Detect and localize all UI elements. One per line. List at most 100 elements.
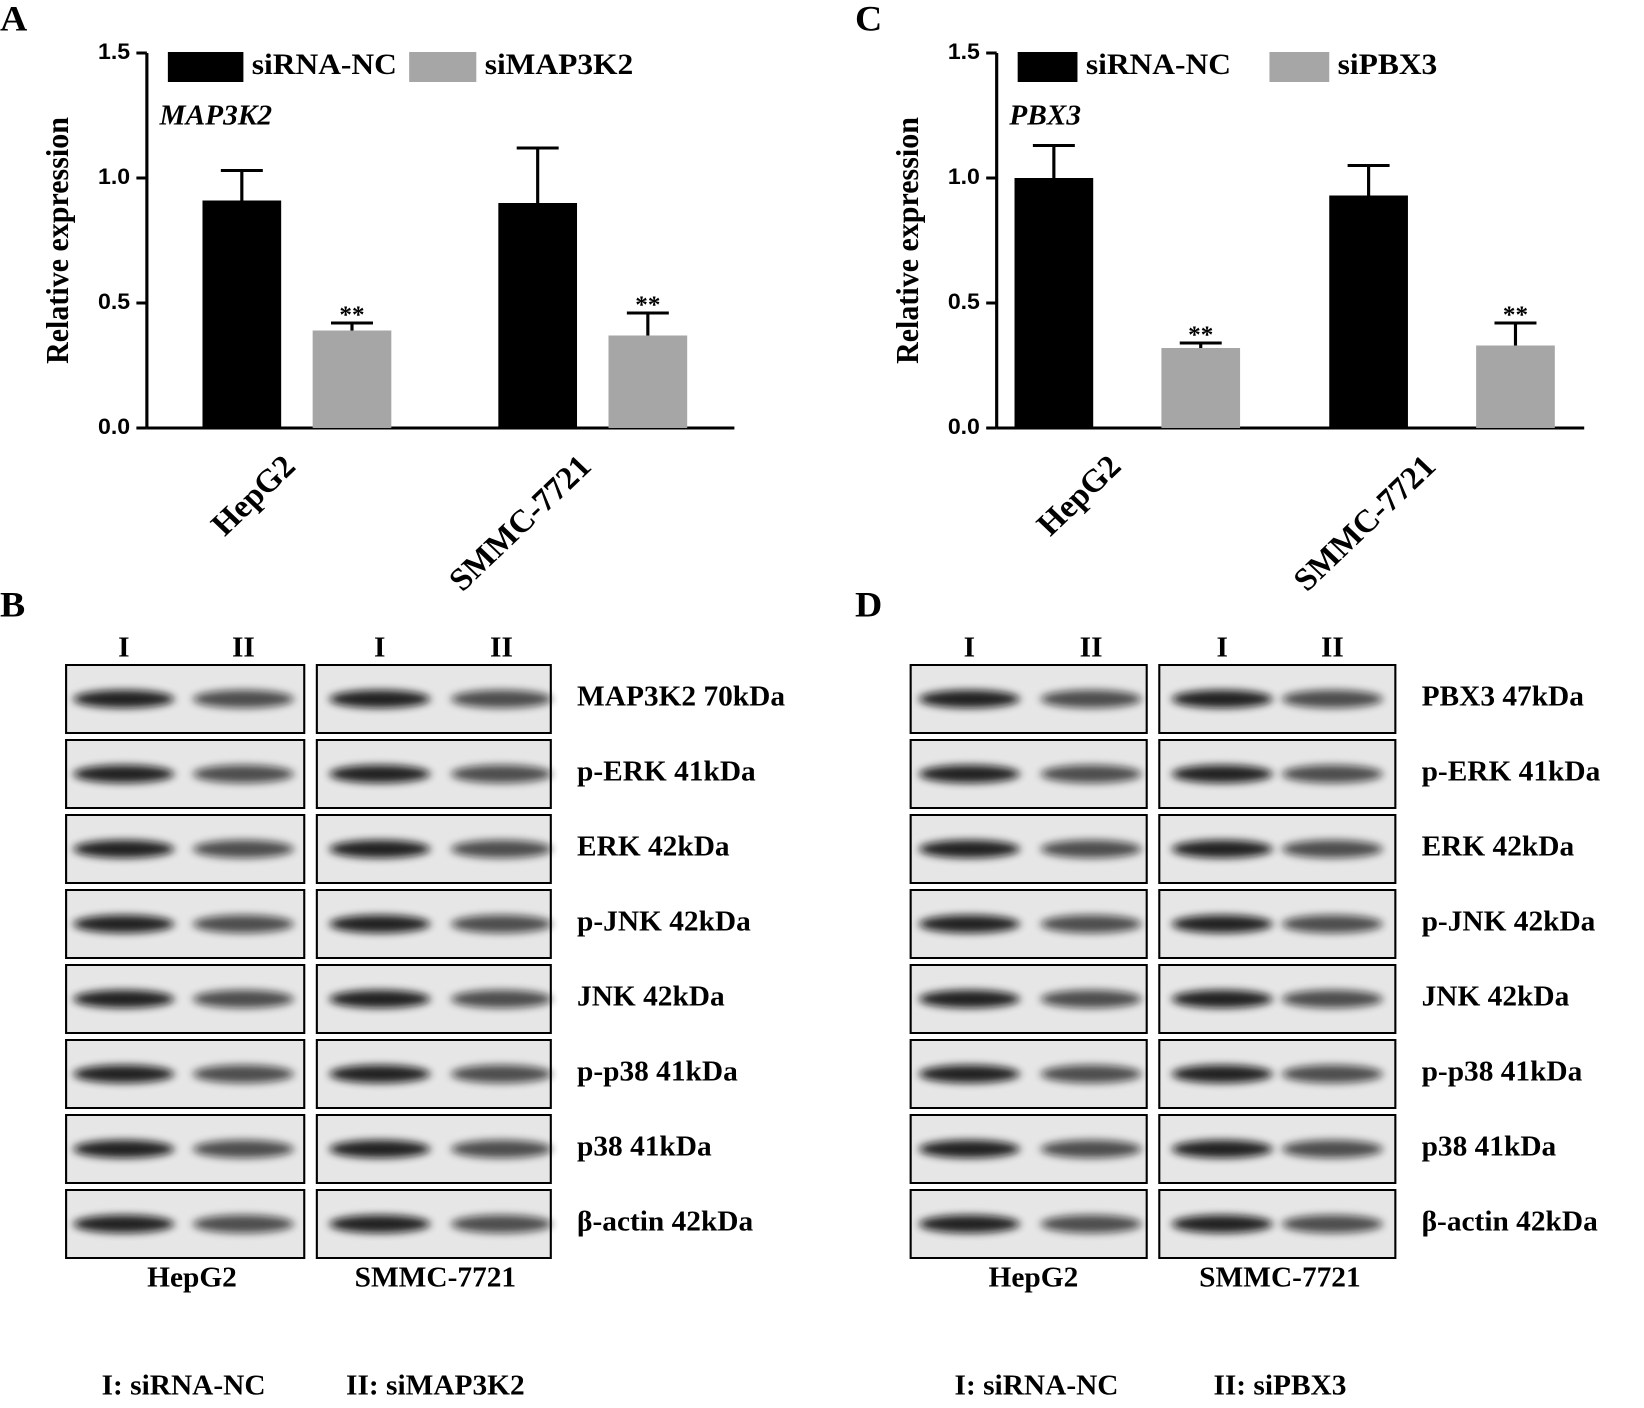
- blot-band: [73, 1065, 175, 1083]
- protein-label: p-ERK 41kDa: [577, 756, 756, 787]
- blot-band: [329, 690, 431, 708]
- blot-band: [451, 1140, 552, 1158]
- y-tick-label: 0.0: [98, 414, 130, 438]
- gene-label: MAP3K2: [158, 100, 272, 131]
- lane-legend: I: siRNA-NC: [955, 1370, 1119, 1401]
- blot-band: [919, 915, 1020, 933]
- blot-band: [73, 1140, 175, 1158]
- lane-label: II: [1080, 632, 1103, 663]
- protein-label: MAP3K2 70kDa: [577, 681, 785, 712]
- blot-band: [451, 1065, 552, 1083]
- significance: **: [1503, 302, 1528, 328]
- bar: [202, 200, 282, 428]
- blot-band: [451, 690, 552, 708]
- panel-letter: D: [855, 584, 882, 624]
- blot-band: [451, 765, 552, 783]
- significance: **: [635, 292, 660, 318]
- blot-band: [919, 1215, 1020, 1233]
- blot-band: [329, 915, 431, 933]
- protein-label: β-actin 42kDa: [1422, 1206, 1598, 1237]
- legend-swatch: [167, 52, 244, 82]
- x-tick-label: SMMC-7721: [442, 449, 599, 598]
- blot-band: [1171, 990, 1273, 1008]
- legend-label: siMAP3K2: [485, 48, 634, 81]
- bar: [1161, 348, 1241, 428]
- protein-label: p38 41kDa: [577, 1131, 712, 1162]
- blot-band: [1040, 765, 1142, 783]
- legend-swatch: [1017, 52, 1078, 82]
- lane-legend: I: siRNA-NC: [102, 1370, 266, 1401]
- blot-band: [919, 840, 1020, 858]
- protein-label: ERK 42kDa: [1422, 831, 1575, 862]
- blot-band: [1040, 840, 1142, 858]
- blot-band: [73, 840, 175, 858]
- cell-line-label: HepG2: [989, 1262, 1079, 1293]
- blot-band: [1040, 690, 1142, 708]
- y-tick-label: 1.0: [98, 164, 130, 188]
- blot-band: [1282, 1065, 1383, 1083]
- x-tick-label: HepG2: [1030, 449, 1129, 543]
- blot-band: [73, 990, 175, 1008]
- blot-band: [73, 690, 175, 708]
- blot-band: [1171, 840, 1273, 858]
- gene-label: PBX3: [1008, 100, 1081, 131]
- y-tick-label: 1.5: [98, 39, 130, 63]
- blot-band: [329, 840, 431, 858]
- y-tick-label: 0.5: [948, 289, 980, 313]
- bar: [312, 330, 392, 428]
- protein-label: ERK 42kDa: [577, 831, 730, 862]
- panel-letter: B: [0, 584, 25, 624]
- blot-band: [1040, 915, 1142, 933]
- blot-band: [73, 915, 175, 933]
- x-tick-label: HepG2: [204, 449, 303, 543]
- blot-band: [919, 990, 1020, 1008]
- blot-band: [329, 1215, 431, 1233]
- legend-swatch: [1269, 52, 1330, 82]
- significance: **: [339, 302, 364, 328]
- protein-label: p-p38 41kDa: [577, 1056, 738, 1087]
- panel-letter: C: [855, 0, 882, 38]
- y-tick-label: 1.5: [948, 39, 980, 63]
- y-tick-label: 1.0: [948, 164, 980, 188]
- blot-band: [1171, 690, 1273, 708]
- lane-label: II: [232, 632, 255, 663]
- cell-line-label: SMMC-7721: [1199, 1262, 1361, 1293]
- protein-label: p-JNK 42kDa: [577, 906, 751, 937]
- lane-legend: II: siPBX3: [1213, 1370, 1346, 1401]
- blot-band: [329, 990, 431, 1008]
- significance: **: [1188, 322, 1213, 348]
- blot-band: [193, 1215, 294, 1233]
- cell-line-label: SMMC-7721: [355, 1262, 517, 1293]
- legend-swatch: [409, 52, 477, 82]
- blot-band: [1282, 840, 1383, 858]
- blot-band: [193, 690, 294, 708]
- blot-band: [73, 1215, 175, 1233]
- blot-band: [329, 1065, 431, 1083]
- legend-label: siRNA-NC: [1086, 48, 1231, 81]
- blot-band: [1040, 990, 1142, 1008]
- blot-band: [1171, 1065, 1273, 1083]
- blot-band: [451, 915, 552, 933]
- bar: [1476, 345, 1555, 428]
- blot-band: [1040, 1140, 1142, 1158]
- y-axis-label: Relative expression: [890, 117, 925, 364]
- protein-label: PBX3 47kDa: [1422, 681, 1584, 712]
- blot-band: [919, 1065, 1020, 1083]
- protein-label: p-JNK 42kDa: [1422, 906, 1596, 937]
- blot-band: [1282, 915, 1383, 933]
- blot-band: [73, 765, 175, 783]
- cell-line-label: HepG2: [147, 1262, 237, 1293]
- blot-band: [193, 840, 294, 858]
- legend-label: siRNA-NC: [252, 48, 397, 81]
- lane-label: II: [1321, 632, 1344, 663]
- blot-band: [1282, 1140, 1383, 1158]
- protein-label: JNK 42kDa: [577, 981, 725, 1012]
- blot-band: [329, 1140, 431, 1158]
- protein-label: p-ERK 41kDa: [1422, 756, 1601, 787]
- lane-legend: II: siMAP3K2: [346, 1370, 525, 1401]
- protein-label: β-actin 42kDa: [577, 1206, 753, 1237]
- bar: [608, 335, 688, 428]
- blot-band: [193, 915, 294, 933]
- blot-band: [919, 690, 1020, 708]
